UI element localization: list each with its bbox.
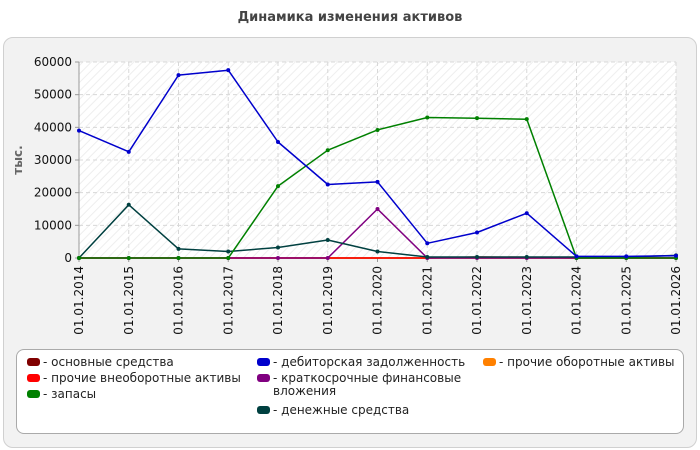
x-tick-label: 01.01.2018 [271, 266, 285, 335]
y-tick-label: 30000 [34, 153, 72, 167]
y-axis-label: тыс. [11, 145, 25, 174]
legend-item: - запасы [27, 388, 227, 401]
legend-swatch [257, 406, 270, 414]
series-point-3 [375, 179, 380, 184]
legend-swatch [27, 374, 40, 382]
series-point-2 [126, 256, 131, 260]
legend-label: - запасы [43, 387, 97, 401]
series-point-3 [475, 230, 479, 235]
legend-label: - основные средства [43, 355, 174, 369]
series-point-2 [475, 116, 479, 121]
series-point-3 [226, 68, 231, 73]
series-point-3 [425, 241, 430, 246]
series-point-3 [77, 128, 81, 133]
legend-label: - прочие внеоборотные активы [43, 371, 241, 385]
series-point-5 [126, 202, 131, 207]
x-tick-label: 01.01.2017 [221, 266, 235, 335]
chart-legend: - основные средства - прочие внеоборотные… [16, 349, 684, 434]
x-tick-label: 01.01.2025 [619, 266, 633, 335]
legend-item: - прочие оборотные активы [483, 356, 683, 369]
series-point-3 [674, 253, 678, 258]
x-tick-label: 01.01.2023 [520, 266, 534, 335]
legend-item: - основные средства [27, 356, 227, 369]
series-point-5 [375, 249, 380, 254]
series-point-5 [475, 255, 479, 260]
series-point-3 [524, 211, 529, 216]
series-point-5 [325, 238, 330, 243]
series-point-2 [226, 256, 231, 260]
legend-swatch [27, 358, 40, 366]
legend-swatch [483, 358, 496, 366]
series-point-2 [375, 127, 380, 132]
series-point-3 [325, 182, 330, 187]
x-tick-label: 01.01.2014 [72, 266, 86, 335]
series-point-2 [524, 117, 529, 122]
legend-label: - краткосрочные финансовые вложения [273, 371, 462, 398]
legend-item: - дебиторская задолженность [257, 356, 477, 369]
series-point-3 [176, 73, 181, 78]
legend-item: - краткосрочные финансовые вложения [257, 372, 477, 398]
series-point-4 [276, 256, 280, 260]
x-tick-label: 01.01.2015 [122, 266, 136, 335]
series-point-4 [375, 207, 380, 211]
series-point-5 [176, 246, 181, 251]
x-tick-label: 01.01.2024 [570, 266, 584, 335]
legend-item: - прочие внеоборотные активы [27, 372, 241, 385]
legend-label: - дебиторская задолженность [273, 355, 466, 369]
legend-item: - денежные средства [257, 404, 477, 417]
series-point-2 [276, 184, 280, 189]
series-point-5 [524, 255, 529, 260]
x-tick-label: 01.01.2016 [172, 266, 186, 335]
y-tick-label: 10000 [34, 218, 72, 232]
series-point-3 [276, 140, 280, 145]
series-point-3 [624, 254, 629, 259]
chart-title: Динамика изменения активов [237, 10, 463, 25]
series-point-4 [325, 256, 330, 260]
legend-label: - прочие оборотные активы [499, 355, 675, 369]
y-tick-label: 0 [64, 251, 72, 265]
y-tick-label: 40000 [34, 120, 72, 134]
series-point-3 [126, 149, 131, 154]
x-tick-label: 01.01.2026 [669, 266, 683, 335]
series-point-5 [425, 255, 430, 260]
x-tick-label: 01.01.2021 [420, 266, 434, 335]
x-tick-label: 01.01.2019 [321, 266, 335, 335]
series-point-2 [425, 115, 430, 120]
legend-swatch [257, 358, 270, 366]
series-point-5 [276, 245, 280, 250]
series-point-5 [226, 249, 231, 254]
series-point-2 [176, 256, 181, 260]
y-tick-label: 50000 [34, 88, 72, 102]
y-tick-label: 20000 [34, 186, 72, 200]
legend-label: - денежные средства [273, 403, 410, 417]
x-tick-label: 01.01.2020 [371, 266, 385, 335]
y-tick-label: 60000 [34, 55, 72, 69]
legend-swatch [27, 390, 40, 398]
legend-swatch [257, 374, 270, 382]
series-point-2 [325, 148, 330, 153]
x-tick-label: 01.01.2022 [470, 266, 484, 335]
series-point-2 [77, 256, 81, 260]
series-point-3 [574, 254, 579, 259]
